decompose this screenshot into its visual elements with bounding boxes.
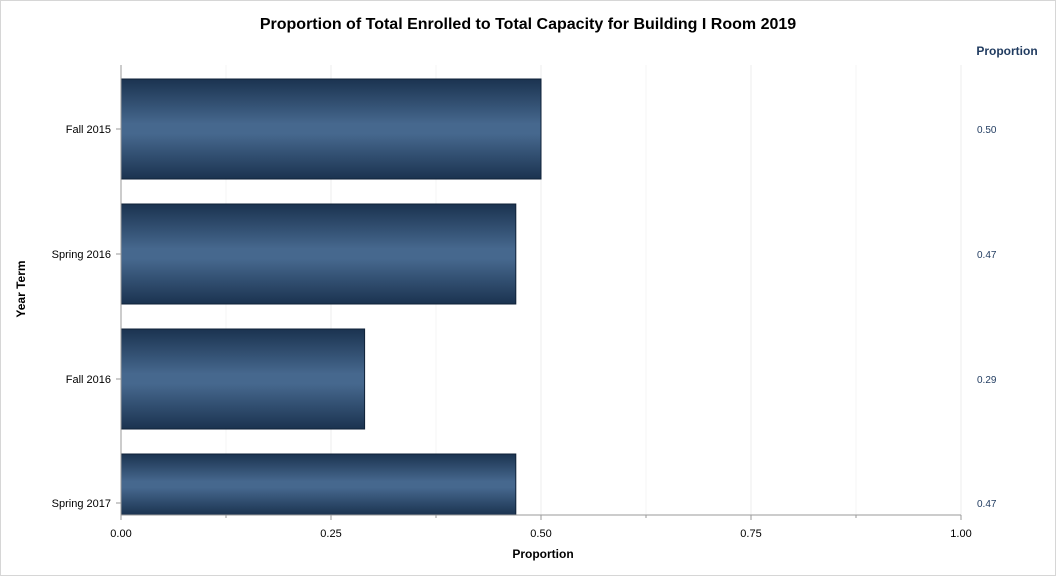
chart-title: Proportion of Total Enrolled to Total Ca…: [260, 16, 796, 33]
bars: [120, 78, 542, 516]
y-tick-label: Spring 2016: [52, 249, 111, 261]
bar-value-label: 0.29: [977, 375, 997, 386]
value-labels: 0.50 0.47 0.29 0.47: [977, 125, 997, 510]
x-tick-label: 0.25: [320, 528, 341, 540]
y-tick-label: Fall 2016: [66, 374, 111, 386]
value-column-header: Proportion: [976, 44, 1037, 58]
y-tick-label: Fall 2015: [66, 124, 111, 136]
y-tick-labels: Fall 2015 Spring 2016 Fall 2016 Spring 2017: [52, 124, 111, 510]
axes: [116, 65, 962, 520]
x-tick-label: 1.00: [950, 528, 971, 540]
bar: [120, 453, 517, 516]
x-tick-labels: 0.00 0.25 0.50 0.75 1.00: [110, 528, 971, 540]
bar: [120, 78, 542, 180]
bar: [120, 203, 517, 305]
bar-value-label: 0.47: [977, 250, 997, 261]
bar-value-label: 0.47: [977, 499, 997, 510]
bar: [120, 328, 366, 430]
x-tick-label: 0.75: [740, 528, 761, 540]
y-axis-label: Year Term: [14, 260, 28, 317]
bar-value-label: 0.50: [977, 125, 997, 136]
y-tick-label: Spring 2017: [52, 498, 111, 510]
x-tick-label: 0.00: [110, 528, 131, 540]
x-tick-label: 0.50: [530, 528, 551, 540]
x-axis-label: Proportion: [512, 547, 573, 561]
